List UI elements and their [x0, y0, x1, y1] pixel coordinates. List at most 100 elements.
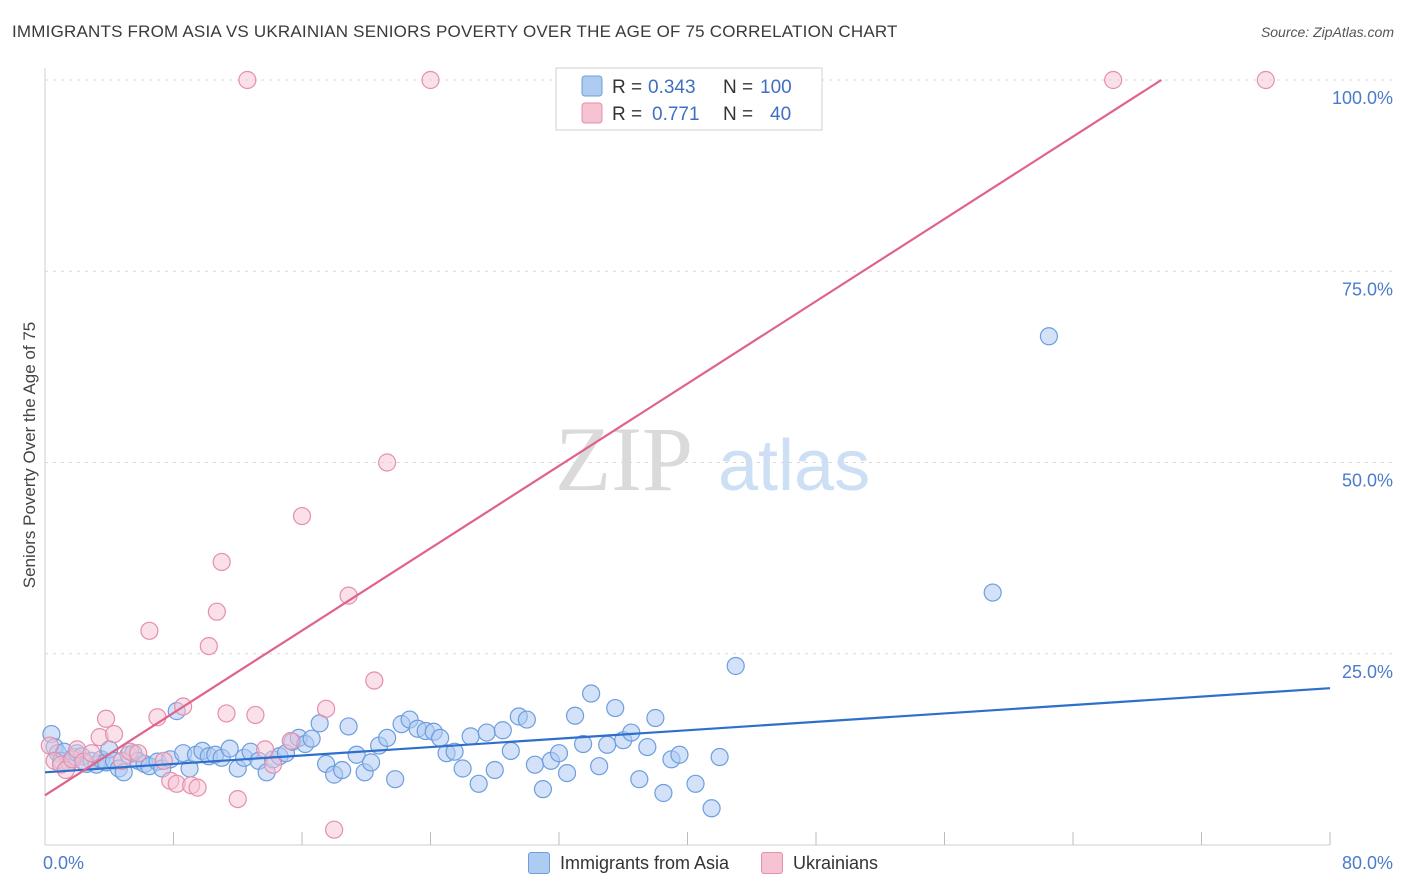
- point-asia-68: [469, 774, 488, 793]
- legend-r-value-2: 0.771: [652, 104, 700, 125]
- x-tick-label-min: 0.0%: [43, 853, 84, 873]
- point-ukrainian-10: [104, 724, 124, 744]
- y-tick-label-50: 50.0%: [1342, 471, 1393, 491]
- point-asia-66: [453, 759, 472, 778]
- point-asia-84: [598, 735, 617, 754]
- point-asia-82: [582, 684, 601, 703]
- point-ukrainian-26: [228, 789, 247, 809]
- point-asia-95: [702, 799, 721, 818]
- point-ukrainian-38: [421, 70, 440, 90]
- point-asia-65: [445, 742, 464, 761]
- point-asia-89: [638, 737, 657, 757]
- legend-label-ukrainians: Ukrainians: [793, 852, 879, 873]
- point-ukrainian-23: [207, 602, 226, 621]
- point-ukrainian-0: [40, 736, 59, 755]
- legend-n-label-1: N =: [723, 77, 753, 98]
- legend-n-label-2: N =: [723, 104, 753, 125]
- y-tick-labels: 25.0% 50.0% 75.0% 100.0%: [1332, 88, 1393, 682]
- stats-legend: R = 0.343 N = 100 R = 0.771 N = 40: [555, 67, 823, 131]
- point-asia-93: [670, 745, 689, 764]
- point-asia-81: [573, 734, 593, 754]
- legend-n-value-2: 40: [770, 104, 791, 125]
- point-asia-56: [378, 728, 397, 748]
- point-asia-96: [710, 747, 729, 767]
- point-ukrainian-33: [316, 699, 336, 718]
- point-asia-79: [557, 763, 577, 783]
- point-asia-76: [533, 780, 553, 799]
- y-tick-label-75: 75.0%: [1342, 279, 1393, 299]
- point-asia-78: [549, 744, 569, 763]
- point-ukrainian-34: [325, 820, 344, 839]
- point-ukrainian-13: [129, 744, 148, 763]
- bottom-legend: Immigrants from Asia Ukrainians: [0, 852, 1406, 874]
- point-ukrainian-14: [140, 621, 159, 640]
- point-asia-83: [590, 757, 609, 776]
- y-axis-label: Seniors Poverty Over the Age of 75: [20, 322, 39, 588]
- point-ukrainian-28: [246, 705, 265, 725]
- point-ukrainian-36: [365, 671, 384, 690]
- trendlines: [44, 79, 1331, 797]
- point-asia-51: [339, 717, 358, 736]
- point-ukrainian-21: [188, 778, 207, 797]
- point-ukrainian-24: [212, 552, 231, 572]
- point-ukrainian-27: [238, 70, 257, 90]
- legend-swatch-pink: [581, 102, 603, 124]
- point-ukrainian-9: [96, 709, 116, 728]
- point-asia-69: [477, 723, 496, 742]
- legend-swatch-immigrants: [527, 852, 550, 874]
- point-asia-57: [386, 770, 405, 789]
- point-ukrainian-25: [217, 704, 236, 723]
- point-asia-71: [493, 721, 512, 740]
- legend-label-immigrants: Immigrants from Asia: [559, 852, 729, 873]
- legend-r-value-1: 0.343: [648, 77, 696, 98]
- point-ukrainian-29: [255, 740, 275, 759]
- legend-r-label-1: R =: [612, 77, 642, 98]
- x-tick-label-max: 80.0%: [1342, 853, 1393, 873]
- point-asia-94: [686, 774, 705, 793]
- point-asia-67: [461, 727, 480, 746]
- point-ukrainian-37: [378, 453, 397, 472]
- y-tick-label-25: 25.0%: [1342, 662, 1393, 682]
- point-ukrainian-31: [281, 731, 300, 751]
- point-asia-34: [220, 739, 239, 758]
- point-asia-88: [630, 770, 649, 789]
- point-asia-98: [983, 583, 1002, 602]
- x-tick-marks: [173, 832, 1331, 845]
- point-asia-97: [726, 656, 745, 676]
- point-ukrainian-40: [1256, 70, 1275, 90]
- point-asia-52: [347, 745, 366, 764]
- point-asia-46: [302, 729, 321, 748]
- source-credit: Source: ZipAtlas.com: [1260, 24, 1394, 40]
- point-asia-70: [485, 760, 504, 780]
- point-asia-99: [1039, 327, 1059, 346]
- legend-n-value-1: 100: [760, 77, 792, 98]
- point-ukrainian-39: [1104, 70, 1123, 90]
- trendline-ukrainians: [44, 79, 1162, 797]
- point-asia-72: [501, 741, 520, 761]
- watermark: ZIP atlas: [555, 408, 870, 510]
- legend-item-ukrainians: Ukrainians: [761, 852, 878, 874]
- point-ukrainian-16: [154, 751, 173, 770]
- point-asia-54: [361, 753, 381, 772]
- point-ukrainian-22: [199, 636, 218, 656]
- legend-swatch-blue: [581, 75, 603, 97]
- point-asia-74: [517, 710, 536, 729]
- point-asia-50: [333, 760, 352, 780]
- series-ukrainians: [40, 70, 1275, 839]
- point-ukrainian-30: [263, 755, 283, 774]
- y-tick-label-100: 100.0%: [1332, 88, 1393, 108]
- point-ukrainian-7: [82, 744, 101, 763]
- point-asia-63: [431, 728, 450, 748]
- point-asia-75: [525, 755, 545, 774]
- point-asia-80: [565, 706, 585, 725]
- trendline-asia: [44, 687, 1331, 774]
- watermark-atlas: atlas: [718, 426, 870, 506]
- chart-title: IMMIGRANTS FROM ASIA VS UKRAINIAN SENIOR…: [12, 22, 898, 41]
- point-ukrainian-32: [292, 506, 312, 526]
- point-asia-85: [606, 698, 625, 718]
- legend-item-immigrants-from-asia: Immigrants from Asia: [527, 852, 729, 874]
- legend-swatch-ukrainians: [761, 852, 783, 874]
- point-asia-90: [646, 708, 665, 728]
- series-immigrants-from-asia: [42, 327, 1059, 818]
- gridlines: [45, 79, 1392, 655]
